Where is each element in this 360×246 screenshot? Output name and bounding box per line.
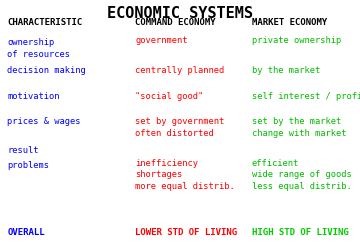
Text: motivation: motivation — [7, 92, 60, 101]
Text: decision making: decision making — [7, 66, 86, 76]
Text: COMMAND ECONOMY: COMMAND ECONOMY — [135, 18, 216, 28]
Text: set by government
often distorted: set by government often distorted — [135, 117, 224, 138]
Text: ECONOMIC SYSTEMS: ECONOMIC SYSTEMS — [107, 6, 253, 21]
Text: CHARACTERISTIC: CHARACTERISTIC — [7, 18, 82, 28]
Text: "social good": "social good" — [135, 92, 203, 101]
Text: inefficiency
shortages
more equal distrib.: inefficiency shortages more equal distri… — [135, 159, 235, 191]
Text: OVERALL: OVERALL — [7, 228, 45, 237]
Text: private ownership: private ownership — [252, 36, 341, 45]
Text: HIGH STD OF LIVING: HIGH STD OF LIVING — [252, 228, 349, 237]
Text: government: government — [135, 36, 188, 45]
Text: self interest / profit: self interest / profit — [252, 92, 360, 101]
Text: result: result — [7, 146, 39, 155]
Text: LOWER STD OF LIVING: LOWER STD OF LIVING — [135, 228, 237, 237]
Text: set by the market
change with market: set by the market change with market — [252, 117, 346, 138]
Text: MARKET ECONOMY: MARKET ECONOMY — [252, 18, 327, 28]
Text: centrally planned: centrally planned — [135, 66, 224, 76]
Text: efficient
wide range of goods
less equal distrib.: efficient wide range of goods less equal… — [252, 159, 352, 191]
Text: by the market: by the market — [252, 66, 320, 76]
Text: problems: problems — [7, 161, 49, 170]
Text: prices & wages: prices & wages — [7, 117, 81, 126]
Text: ownership
of resources: ownership of resources — [7, 38, 70, 59]
